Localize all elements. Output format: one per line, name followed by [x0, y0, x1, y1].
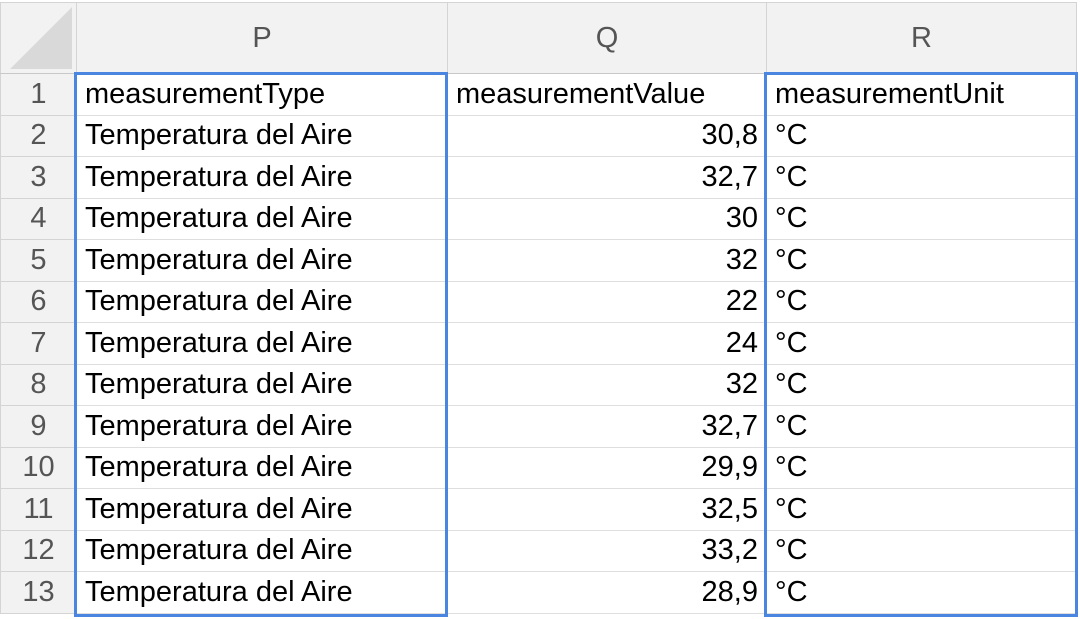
row-header[interactable]: 9: [0, 405, 77, 448]
row-header[interactable]: 10: [0, 447, 77, 489]
column-header-r[interactable]: R: [766, 2, 1077, 74]
table-row: 13 Temperatura del Aire 28,9 °C: [0, 571, 1077, 614]
cell-measurement-type[interactable]: Temperatura del Aire: [76, 364, 448, 406]
cell-measurement-type[interactable]: Temperatura del Aire: [76, 322, 448, 365]
cell-measurement-value[interactable]: 30,8: [447, 115, 767, 157]
row-header[interactable]: 4: [0, 198, 77, 240]
cell-q1[interactable]: measurementValue: [447, 73, 767, 116]
cell-measurement-value[interactable]: 32,7: [447, 156, 767, 199]
row-header[interactable]: 13: [0, 571, 77, 614]
cell-measurement-unit[interactable]: °C: [766, 530, 1077, 572]
column-header-q[interactable]: Q: [447, 2, 767, 74]
row-header[interactable]: 7: [0, 322, 77, 365]
cell-measurement-value[interactable]: 32,7: [447, 405, 767, 448]
cell-measurement-unit[interactable]: °C: [766, 198, 1077, 240]
cell-measurement-type[interactable]: Temperatura del Aire: [76, 447, 448, 489]
row-header[interactable]: 3: [0, 156, 77, 199]
cell-measurement-value[interactable]: 24: [447, 322, 767, 365]
cell-measurement-value[interactable]: 30: [447, 198, 767, 240]
cell-measurement-value[interactable]: 33,2: [447, 530, 767, 572]
row-header[interactable]: 11: [0, 488, 77, 531]
cell-measurement-unit[interactable]: °C: [766, 115, 1077, 157]
table-row: 12 Temperatura del Aire 33,2 °C: [0, 530, 1077, 572]
select-all-corner[interactable]: [0, 2, 77, 74]
table-row: 2 Temperatura del Aire 30,8 °C: [0, 115, 1077, 157]
cell-measurement-type[interactable]: Temperatura del Aire: [76, 198, 448, 240]
cell-measurement-unit[interactable]: °C: [766, 405, 1077, 448]
table-row: 5 Temperatura del Aire 32 °C: [0, 239, 1077, 282]
cell-measurement-type[interactable]: Temperatura del Aire: [76, 488, 448, 531]
cell-measurement-type[interactable]: Temperatura del Aire: [76, 115, 448, 157]
cell-measurement-value[interactable]: 32,5: [447, 488, 767, 531]
cell-measurement-unit[interactable]: °C: [766, 488, 1077, 531]
select-all-triangle-icon: [10, 7, 72, 69]
cell-measurement-value[interactable]: 32: [447, 364, 767, 406]
cell-measurement-value[interactable]: 29,9: [447, 447, 767, 489]
table-row: 3 Temperatura del Aire 32,7 °C: [0, 156, 1077, 199]
row-header[interactable]: 1: [0, 73, 77, 116]
cell-measurement-type[interactable]: Temperatura del Aire: [76, 239, 448, 282]
cell-measurement-unit[interactable]: °C: [766, 322, 1077, 365]
cell-measurement-unit[interactable]: °C: [766, 447, 1077, 489]
row-header[interactable]: 6: [0, 281, 77, 323]
table-row: 9 Temperatura del Aire 32,7 °C: [0, 405, 1077, 448]
table-row: 4 Temperatura del Aire 30 °C: [0, 198, 1077, 240]
cell-measurement-unit[interactable]: °C: [766, 156, 1077, 199]
table-row: 6 Temperatura del Aire 22 °C: [0, 281, 1077, 323]
cell-measurement-unit[interactable]: °C: [766, 281, 1077, 323]
cell-measurement-type[interactable]: Temperatura del Aire: [76, 281, 448, 323]
cell-measurement-value[interactable]: 32: [447, 239, 767, 282]
cell-r1[interactable]: measurementUnit: [766, 73, 1077, 116]
table-row: 8 Temperatura del Aire 32 °C: [0, 364, 1077, 406]
cell-measurement-unit[interactable]: °C: [766, 364, 1077, 406]
table-row: 7 Temperatura del Aire 24 °C: [0, 322, 1077, 365]
row-header[interactable]: 5: [0, 239, 77, 282]
row-header[interactable]: 8: [0, 364, 77, 406]
cell-measurement-type[interactable]: Temperatura del Aire: [76, 530, 448, 572]
cell-measurement-value[interactable]: 22: [447, 281, 767, 323]
column-header-p[interactable]: P: [76, 2, 448, 74]
cell-measurement-unit[interactable]: °C: [766, 239, 1077, 282]
cell-measurement-unit[interactable]: °C: [766, 571, 1077, 614]
row-header[interactable]: 2: [0, 115, 77, 157]
table-row: 11 Temperatura del Aire 32,5 °C: [0, 488, 1077, 531]
table-row: 10 Temperatura del Aire 29,9 °C: [0, 447, 1077, 489]
cell-p1[interactable]: measurementType: [76, 73, 448, 116]
table-row: 1 measurementType measurementValue measu…: [0, 73, 1077, 116]
cell-measurement-value[interactable]: 28,9: [447, 571, 767, 614]
cell-measurement-type[interactable]: Temperatura del Aire: [76, 571, 448, 614]
column-header-row: P Q R: [0, 2, 1077, 74]
cell-measurement-type[interactable]: Temperatura del Aire: [76, 405, 448, 448]
row-header[interactable]: 12: [0, 530, 77, 572]
cell-measurement-type[interactable]: Temperatura del Aire: [76, 156, 448, 199]
